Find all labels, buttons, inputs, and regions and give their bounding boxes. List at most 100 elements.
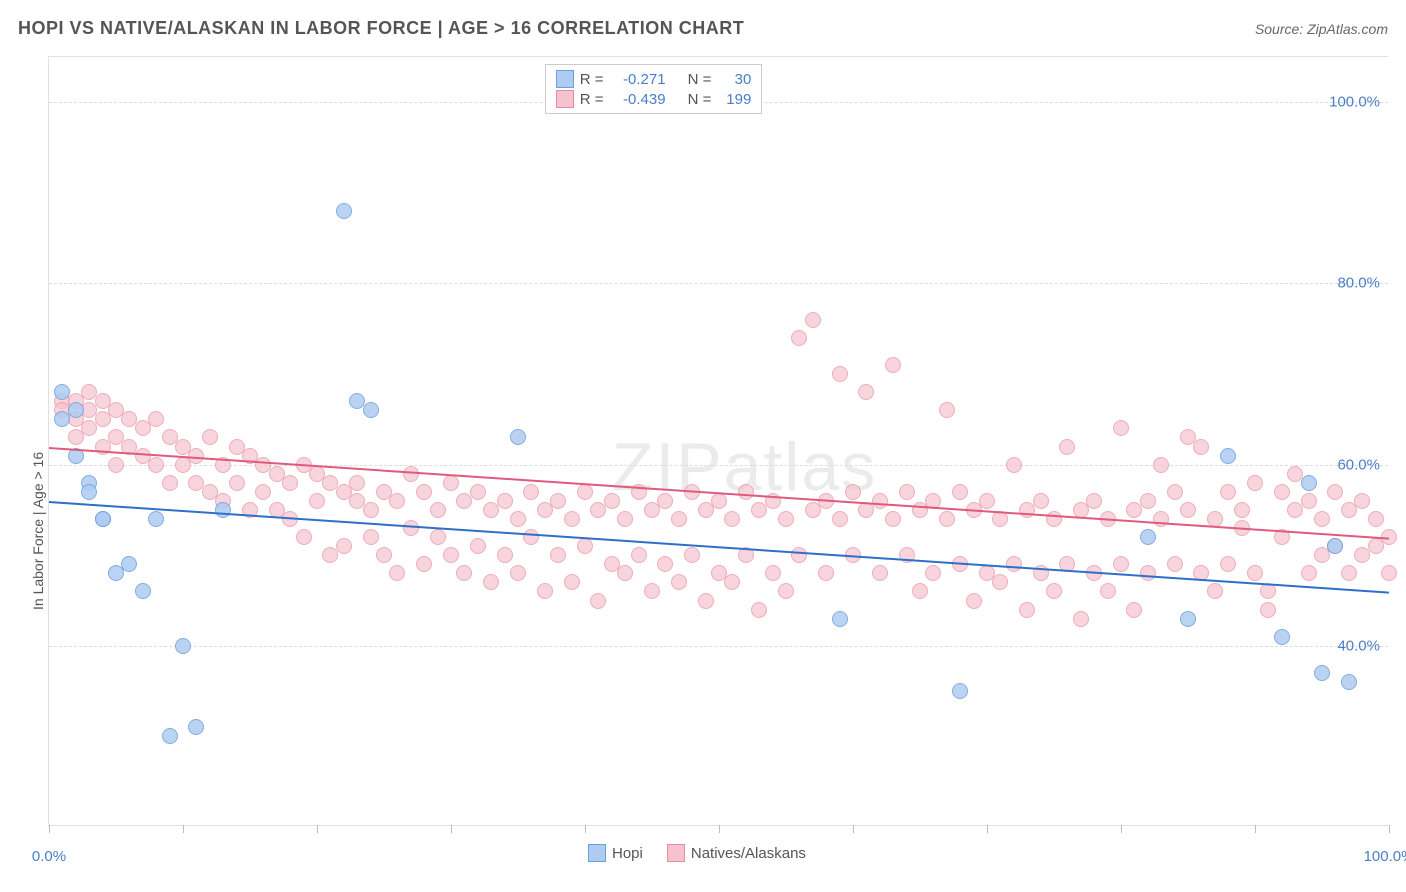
point-hopi [135,583,151,599]
point-natives_alaskans [818,565,834,581]
point-natives_alaskans [430,529,446,545]
point-natives_alaskans [470,484,486,500]
point-natives_alaskans [617,565,633,581]
point-natives_alaskans [778,583,794,599]
point-natives_alaskans [738,484,754,500]
point-natives_alaskans [497,547,513,563]
r-value: -0.271 [610,71,666,88]
point-natives_alaskans [684,547,700,563]
chart-frame: ZIPatlas 40.0%60.0%80.0%100.0%0.0%100.0%… [48,56,1388,826]
point-natives_alaskans [564,511,580,527]
legend-row: R =-0.271N =30 [556,69,752,89]
point-hopi [1327,538,1343,554]
point-natives_alaskans [229,475,245,491]
point-natives_alaskans [416,556,432,572]
x-tick-label: 100.0% [1364,848,1406,865]
point-natives_alaskans [550,493,566,509]
point-hopi [81,484,97,500]
trend-line-natives_alaskans [49,447,1389,540]
point-natives_alaskans [255,484,271,500]
point-natives_alaskans [631,547,647,563]
point-natives_alaskans [162,475,178,491]
point-hopi [336,203,352,219]
point-natives_alaskans [1033,493,1049,509]
legend-swatch [556,90,574,108]
point-hopi [188,719,204,735]
point-natives_alaskans [1193,439,1209,455]
point-natives_alaskans [657,556,673,572]
n-value: 30 [717,71,751,88]
y-tick-label: 100.0% [1329,94,1380,111]
point-natives_alaskans [564,574,580,590]
x-tick [585,825,586,833]
point-natives_alaskans [443,475,459,491]
gridline [49,283,1388,284]
point-natives_alaskans [1167,556,1183,572]
point-natives_alaskans [416,484,432,500]
point-natives_alaskans [510,565,526,581]
point-natives_alaskans [1381,565,1397,581]
point-natives_alaskans [1220,556,1236,572]
point-natives_alaskans [724,511,740,527]
source-attribution: Source: ZipAtlas.com [1255,21,1388,37]
point-natives_alaskans [523,484,539,500]
point-natives_alaskans [1341,565,1357,581]
point-natives_alaskans [148,457,164,473]
legend-label: Natives/Alaskans [691,845,806,862]
point-natives_alaskans [1140,493,1156,509]
point-natives_alaskans [617,511,633,527]
point-natives_alaskans [1247,475,1263,491]
point-natives_alaskans [885,357,901,373]
point-natives_alaskans [483,574,499,590]
point-hopi [1274,629,1290,645]
point-natives_alaskans [336,538,352,554]
point-natives_alaskans [470,538,486,554]
point-natives_alaskans [403,520,419,536]
y-tick-label: 40.0% [1337,637,1380,654]
point-natives_alaskans [1100,583,1116,599]
point-natives_alaskans [202,429,218,445]
series-legend-item: Hopi [588,844,643,862]
chart-title: HOPI VS NATIVE/ALASKAN IN LABOR FORCE | … [18,18,744,39]
point-hopi [162,728,178,744]
point-hopi [1341,674,1357,690]
point-natives_alaskans [778,511,794,527]
point-natives_alaskans [1260,602,1276,618]
x-tick [451,825,452,833]
point-natives_alaskans [1247,565,1263,581]
point-natives_alaskans [456,565,472,581]
point-hopi [349,393,365,409]
point-natives_alaskans [577,484,593,500]
point-natives_alaskans [1234,502,1250,518]
point-natives_alaskans [671,574,687,590]
point-natives_alaskans [1006,457,1022,473]
x-tick [1255,825,1256,833]
point-natives_alaskans [1354,493,1370,509]
legend-label: Hopi [612,845,643,862]
point-natives_alaskans [148,411,164,427]
point-natives_alaskans [872,493,888,509]
point-natives_alaskans [939,402,955,418]
point-natives_alaskans [1301,493,1317,509]
point-hopi [1140,529,1156,545]
point-natives_alaskans [296,529,312,545]
point-natives_alaskans [966,593,982,609]
point-natives_alaskans [832,511,848,527]
legend-swatch [556,70,574,88]
plot-area: ZIPatlas 40.0%60.0%80.0%100.0%0.0%100.0% [49,57,1388,825]
point-natives_alaskans [510,511,526,527]
point-natives_alaskans [1113,420,1129,436]
point-hopi [121,556,137,572]
n-value: 199 [717,91,751,108]
point-hopi [832,611,848,627]
point-natives_alaskans [443,547,459,563]
series-legend-item: Natives/Alaskans [667,844,806,862]
point-natives_alaskans [939,511,955,527]
point-natives_alaskans [1327,484,1343,500]
point-natives_alaskans [389,565,405,581]
point-hopi [148,511,164,527]
point-hopi [510,429,526,445]
point-natives_alaskans [1301,565,1317,581]
series-legend: Hopi Natives/Alaskans [588,844,806,862]
point-natives_alaskans [845,484,861,500]
